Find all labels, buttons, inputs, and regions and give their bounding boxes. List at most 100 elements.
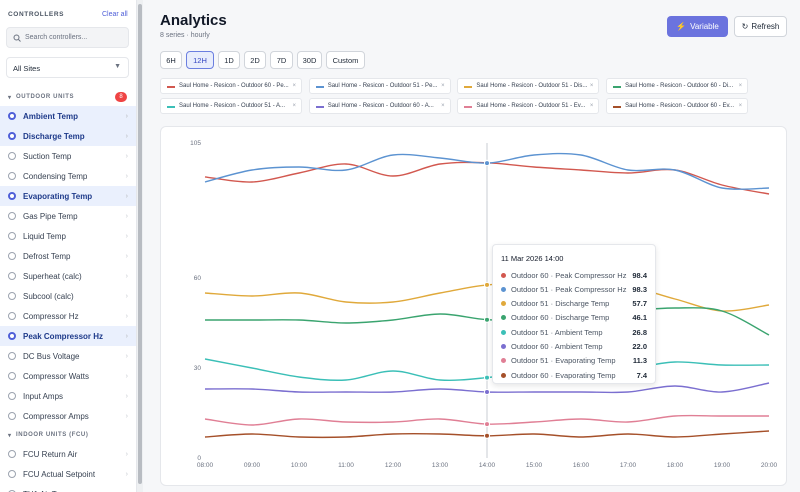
controller-item[interactable]: Ambient Temp › — [0, 106, 136, 126]
item-radio — [8, 172, 16, 180]
chip-remove[interactable]: × — [441, 103, 445, 109]
item-radio — [8, 272, 16, 280]
chip-remove[interactable]: × — [292, 103, 296, 109]
sidebar: CONTROLLERS Clear all Search controllers… — [0, 0, 137, 492]
refresh-button[interactable]: ↻ Refresh — [734, 16, 787, 37]
tooltip-row: Outdoor 60 · Evaporating Temp 7.4 — [501, 369, 647, 381]
x-tick-label: 20:00 — [761, 462, 778, 469]
chip-remove[interactable]: × — [292, 83, 296, 89]
x-tick-label: 15:00 — [526, 462, 543, 469]
item-label: TH1 Air Temp — [23, 490, 71, 492]
series-chip[interactable]: Saul Home - Resicon - Outdoor 51 - Ev...… — [457, 98, 600, 114]
variable-button[interactable]: ⚡ Variable — [667, 16, 728, 37]
chip-label: Saul Home - Resicon - Outdoor 51 - Ev... — [476, 103, 586, 109]
tooltip-value: 46.1 — [632, 313, 647, 323]
item-chevron: › — [125, 372, 128, 380]
group-title: OUTDOOR UNITS — [16, 94, 75, 100]
clear-all[interactable]: Clear all — [102, 11, 128, 18]
site-select[interactable]: All Sites ▼ — [6, 57, 129, 78]
controller-item[interactable]: Gas Pipe Temp › — [0, 206, 136, 226]
controller-item[interactable]: Superheat (calc) › — [0, 266, 136, 286]
x-tick-label: 19:00 — [714, 462, 731, 469]
controller-item[interactable]: TH1 Air Temp › — [0, 484, 136, 492]
chip-remove[interactable]: × — [441, 83, 445, 89]
series-chip[interactable]: Saul Home - Resicon - Outdoor 51 - A... × — [160, 98, 302, 114]
tooltip-series: Outdoor 60 · Ambient Temp — [511, 342, 603, 351]
item-chevron: › — [125, 470, 128, 478]
item-label: Gas Pipe Temp — [23, 211, 78, 221]
item-label: Subcool (calc) — [23, 291, 74, 301]
tooltip-value: 57.7 — [632, 299, 647, 309]
item-radio — [8, 152, 16, 160]
controller-item[interactable]: DC Bus Voltage › — [0, 346, 136, 366]
range-button[interactable]: 7D — [270, 51, 293, 69]
controller-item[interactable]: Compressor Hz › — [0, 306, 136, 326]
hover-point — [484, 432, 490, 439]
series-chip[interactable]: Saul Home - Resicon - Outdoor 60 - A... × — [308, 98, 451, 114]
controller-item[interactable]: Evaporating Temp › — [0, 186, 136, 206]
chip-remove[interactable]: × — [738, 83, 743, 89]
tooltip-series: Outdoor 51 · Discharge Temp — [511, 299, 610, 309]
series-chip[interactable]: Saul Home - Resicon - Outdoor 60 - Di...… — [606, 78, 749, 94]
bolt-icon: ⚡ — [676, 22, 687, 31]
chip-label: Saul Home - Resicon - Outdoor 51 - Pe... — [327, 83, 438, 89]
controller-item[interactable]: FCU Actual Setpoint › — [0, 464, 136, 484]
item-label: Compressor Amps — [23, 411, 89, 421]
range-button[interactable]: 2D — [244, 51, 266, 69]
controller-item[interactable]: Compressor Watts › — [0, 366, 136, 386]
x-tick-label: 17:00 — [620, 462, 637, 469]
range-button[interactable]: 6H — [160, 51, 182, 69]
tooltip-row: Outdoor 51 · Peak Compressor Hz 98.3 — [501, 283, 647, 295]
sidebar-title: CONTROLLERS — [8, 11, 65, 18]
chip-swatch — [315, 106, 324, 108]
chip-remove[interactable]: × — [589, 103, 594, 109]
y-tick-label: 60 — [194, 275, 202, 282]
item-label: Evaporating Temp — [23, 191, 93, 201]
item-radio — [8, 292, 16, 300]
controller-item[interactable]: Peak Compressor Hz › — [0, 326, 136, 346]
item-chevron: › — [125, 272, 128, 280]
chart: 0 30 60 105 08:00 09:00 10:00 11:00 12:00 13:00 14… — [190, 140, 778, 469]
item-chevron: › — [125, 212, 128, 220]
search-input[interactable]: Search controllers... — [6, 27, 129, 48]
controller-item[interactable]: Suction Temp › — [0, 146, 136, 166]
item-chevron: › — [125, 232, 128, 240]
controller-item[interactable]: Defrost Temp › — [0, 246, 136, 266]
series-chip[interactable]: Saul Home - Resicon - Outdoor 51 - Pe...… — [308, 78, 451, 94]
item-label: Liquid Temp — [23, 231, 66, 241]
controller-item[interactable]: Input Amps › — [0, 386, 136, 406]
chip-remove[interactable]: × — [589, 83, 594, 89]
controller-item[interactable]: Subcool (calc) › — [0, 286, 136, 306]
range-button[interactable]: 12H — [186, 51, 214, 69]
hover-point — [484, 374, 490, 381]
group-count: 8 — [115, 92, 127, 102]
chip-label: Saul Home - Resicon - Outdoor 51 - Dis..… — [476, 83, 588, 89]
item-radio — [8, 252, 16, 260]
chip-remove[interactable]: × — [738, 103, 743, 109]
group-caret: ▾ — [8, 433, 12, 439]
controller-item[interactable]: Liquid Temp › — [0, 226, 136, 246]
controller-item[interactable]: Compressor Amps › — [0, 406, 136, 426]
hover-point — [484, 421, 490, 428]
series-chip[interactable]: Saul Home - Resicon - Outdoor 60 - Pe...… — [160, 78, 302, 94]
item-radio — [8, 412, 16, 420]
x-tick-label: 16:00 — [573, 462, 590, 469]
item-radio — [8, 212, 16, 220]
item-radio — [8, 372, 16, 380]
item-label: Defrost Temp — [23, 251, 71, 261]
controller-item[interactable]: FCU Return Air › — [0, 444, 136, 464]
hover-point — [484, 316, 490, 323]
chip-swatch — [167, 86, 175, 88]
range-button[interactable]: 1D — [218, 51, 240, 69]
tooltip-series: Outdoor 60 · Peak Compressor Hz — [511, 270, 627, 280]
range-button[interactable]: 30D — [297, 51, 322, 69]
series-chip[interactable]: Saul Home - Resicon - Outdoor 51 - Dis..… — [457, 78, 600, 94]
tooltip-row: Outdoor 60 · Discharge Temp 46.1 — [501, 312, 647, 324]
controller-item[interactable]: Condensing Temp › — [0, 166, 136, 186]
range-button[interactable]: Custom — [326, 51, 365, 69]
refresh-icon: ↻ — [741, 22, 749, 31]
series-chip[interactable]: Saul Home - Resicon - Outdoor 60 - Ev...… — [606, 98, 749, 114]
tooltip-value: 11.3 — [632, 356, 647, 366]
controller-item[interactable]: Discharge Temp › — [0, 126, 136, 146]
item-chevron: › — [125, 392, 128, 400]
